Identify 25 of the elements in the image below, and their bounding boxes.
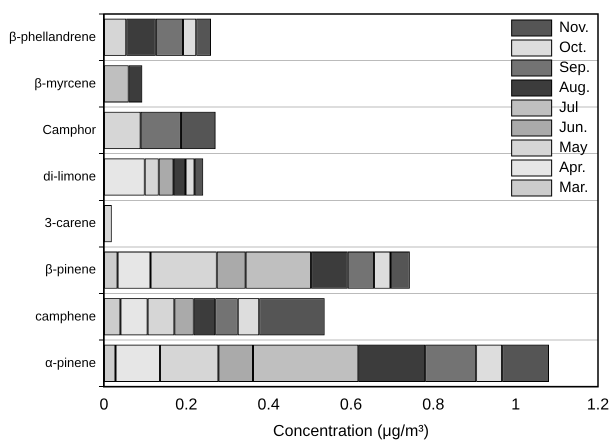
legend-label: Apr. xyxy=(559,159,586,176)
legend-label: Aug. xyxy=(559,79,590,96)
y-tick-label: β-myrcene xyxy=(34,75,96,90)
x-tick-label: 0 xyxy=(100,396,109,414)
x-tick-label: 1 xyxy=(511,396,520,414)
legend-label: Jul xyxy=(559,99,578,116)
y-tick-label: di-limone xyxy=(43,168,96,184)
y-tick-label: β-phellandrene xyxy=(9,28,96,44)
legend-label: Nov. xyxy=(559,19,589,36)
x-tick-label: 1.2 xyxy=(586,396,610,414)
legend-label: Mar. xyxy=(559,179,588,196)
y-tick-label: camphene xyxy=(35,308,96,324)
y-tick-label: Camphor xyxy=(42,122,97,138)
x-tick-label: 0.2 xyxy=(175,396,198,414)
legend-label: May xyxy=(559,139,588,156)
x-axis-title: Concentration (μg/m³) xyxy=(273,422,429,440)
legend-label: Oct. xyxy=(559,39,587,56)
y-tick-label: 3-carene xyxy=(44,215,96,230)
x-tick-label: 0.8 xyxy=(422,396,445,414)
y-tick-label: β-pinene xyxy=(45,262,96,277)
legend-label: Sep. xyxy=(559,59,590,76)
x-tick-label: 0.4 xyxy=(258,396,280,414)
legend-label: Jun. xyxy=(559,119,588,136)
y-tick-label: α-pinene xyxy=(45,354,96,370)
x-tick-label: 0.6 xyxy=(340,396,362,414)
